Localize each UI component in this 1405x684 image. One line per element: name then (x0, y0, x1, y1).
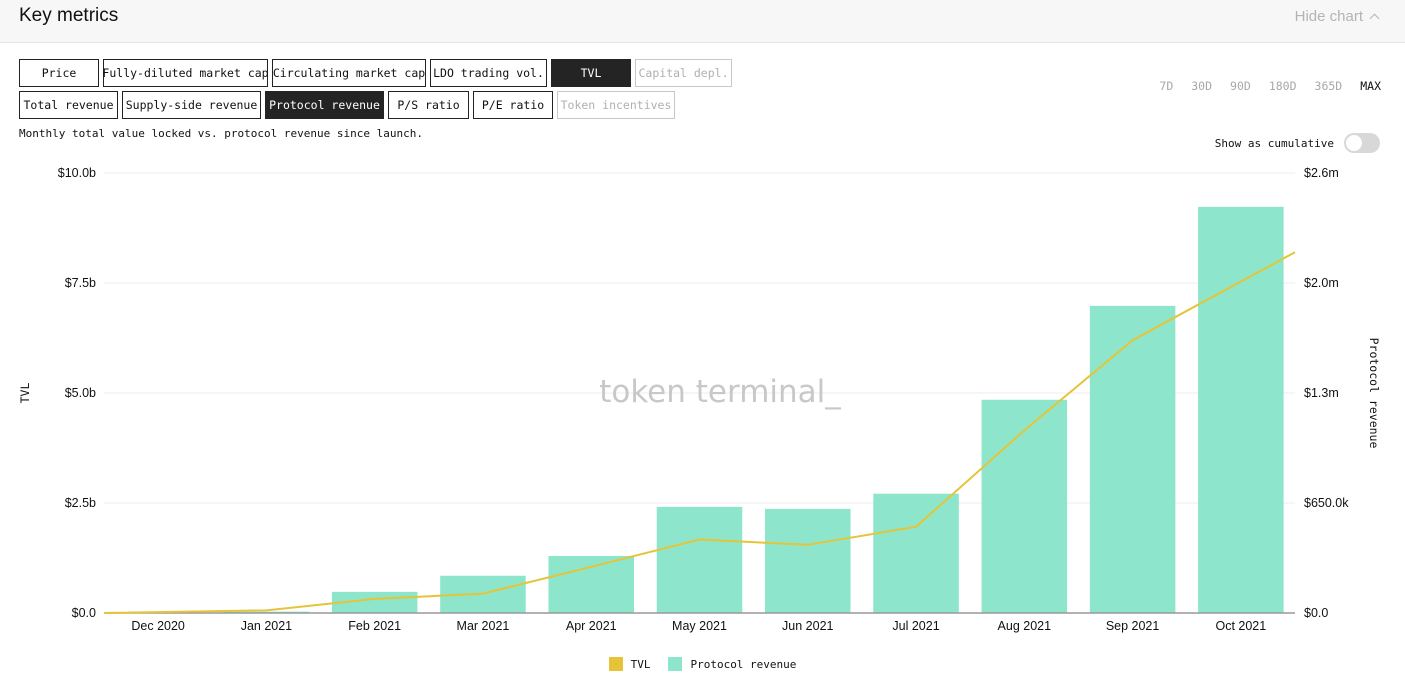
metric-button-p-s-ratio[interactable]: P/S ratio (388, 91, 469, 119)
x-axis-tick-label: Sep 2021 (1106, 619, 1160, 633)
tvl-point[interactable] (372, 596, 378, 602)
time-range-selector: 7D 30D 90D 180D 365D MAX (1150, 79, 1381, 93)
tvl-line (103, 251, 1296, 614)
cumulative-label: Show as cumulative (1214, 136, 1334, 150)
left-axis-tick-label: $10.0b (58, 166, 96, 180)
right-axis-title: Protocol revenue (1367, 338, 1381, 449)
left-axis-tick-label: $0.0 (72, 606, 96, 620)
right-axis-tick-label: $1.3m (1304, 386, 1339, 400)
metric-button-fully-diluted-market-cap[interactable]: Fully-diluted market cap (102, 59, 269, 87)
tvl-point[interactable] (588, 564, 594, 570)
range-max[interactable]: MAX (1360, 79, 1381, 93)
legend-label-protocol-revenue: Protocol revenue (690, 657, 797, 671)
cumulative-control: Show as cumulative (1215, 133, 1380, 153)
legend-item-tvl[interactable]: TVL (608, 657, 651, 671)
section-title: Key metrics (19, 5, 119, 26)
metric-button-capital-depl[interactable]: Capital depl. (635, 59, 732, 87)
tvl-point[interactable] (805, 542, 811, 548)
tvl-point[interactable] (1130, 337, 1136, 343)
x-axis-tick-label: Feb 2021 (348, 619, 401, 633)
range-30d[interactable]: 30D (1191, 79, 1213, 93)
legend-swatch-tvl (608, 657, 623, 671)
x-axis-tick-label: Jan 2021 (241, 619, 292, 633)
revenue-bar[interactable] (1198, 206, 1284, 613)
legend-swatch-protocol-revenue (668, 657, 683, 671)
left-axis-tick-label: $7.5b (65, 276, 96, 290)
revenue-bar[interactable] (656, 506, 743, 613)
toggle-knob (1346, 135, 1362, 151)
revenue-bar[interactable] (548, 555, 634, 613)
legend-label-tvl: TVL (630, 657, 651, 671)
x-axis-tick-label: Jul 2021 (892, 619, 939, 633)
tvl-point[interactable] (101, 610, 107, 616)
range-7d[interactable]: 7D (1159, 79, 1174, 93)
right-axis-tick-label: $2.0m (1304, 276, 1339, 290)
metric-button-tvl[interactable]: TVL (551, 59, 631, 87)
tvl-point[interactable] (1021, 427, 1027, 433)
right-axis-tick-label: $2.6m (1304, 166, 1339, 180)
tvl-point[interactable] (913, 524, 919, 530)
left-axis-tick-label: $2.5b (65, 496, 96, 510)
range-180d[interactable]: 180D (1268, 79, 1297, 93)
cumulative-toggle[interactable] (1344, 133, 1380, 153)
revenue-bar[interactable] (1089, 305, 1176, 613)
hide-chart-label: Hide chart (1294, 8, 1363, 25)
revenue-bar[interactable] (873, 493, 959, 613)
x-axis-tick-label: Jun 2021 (782, 619, 833, 633)
chevron-up-icon (1369, 13, 1380, 23)
tvl-point[interactable] (697, 537, 703, 543)
left-axis-title: TVL (18, 383, 32, 404)
x-axis-tick-label: Apr 2021 (566, 619, 617, 633)
metric-button-supply-side-revenue[interactable]: Supply-side revenue (122, 91, 261, 119)
metric-button-token-incentives[interactable]: Token incentives (557, 91, 675, 119)
section-header: Key metrics Hide chart (0, 0, 1405, 43)
chart-area: $0.0 $0.0 $2.5b $650.0k $5.0b $1.3m $7.5b $2.0m… (18, 166, 1381, 633)
x-axis-tick-label: Aug 2021 (998, 619, 1052, 633)
metric-buttons-row-2: Total revenue Supply-side revenue Protocol… (19, 91, 675, 119)
metric-button-price[interactable]: Price (19, 59, 99, 87)
range-90d[interactable]: 90D (1230, 79, 1251, 93)
x-axis-tick-label: Dec 2020 (131, 619, 185, 633)
tvl-point[interactable] (480, 591, 486, 597)
tvl-point[interactable] (1292, 249, 1298, 255)
revenue-bar[interactable] (765, 508, 851, 613)
right-axis-tick-label: $0.0 (1304, 606, 1328, 620)
watermark: token terminal_ (599, 374, 841, 410)
x-axis-tick-label: Oct 2021 (1215, 619, 1266, 633)
chart-description: Monthly total value locked vs. protocol … (19, 127, 423, 140)
hide-chart-button[interactable]: Hide chart (1294, 8, 1380, 25)
x-axis-tick-label: May 2021 (672, 619, 727, 633)
metric-button-p-e-ratio[interactable]: P/E ratio (473, 91, 553, 119)
chart-legend: TVL Protocol revenue (0, 657, 1405, 671)
metric-button-total-revenue[interactable]: Total revenue (19, 91, 118, 119)
tvl-point[interactable] (263, 607, 269, 613)
metric-button-circulating-market-cap[interactable]: Circulating market cap (272, 59, 426, 87)
metric-button-ldo-trading-vol[interactable]: LDO trading vol. (430, 59, 547, 87)
metric-buttons-row-1: Price Fully-diluted market cap Circulating… (19, 59, 732, 87)
right-axis-tick-label: $650.0k (1304, 496, 1349, 510)
left-axis-tick-label: $5.0b (65, 386, 96, 400)
x-axis-tick-label: Mar 2021 (457, 619, 510, 633)
range-365d[interactable]: 365D (1314, 79, 1343, 93)
legend-item-protocol-revenue[interactable]: Protocol revenue (668, 657, 796, 671)
metric-button-protocol-revenue[interactable]: Protocol revenue (265, 91, 384, 119)
revenue-bar[interactable] (981, 399, 1068, 613)
